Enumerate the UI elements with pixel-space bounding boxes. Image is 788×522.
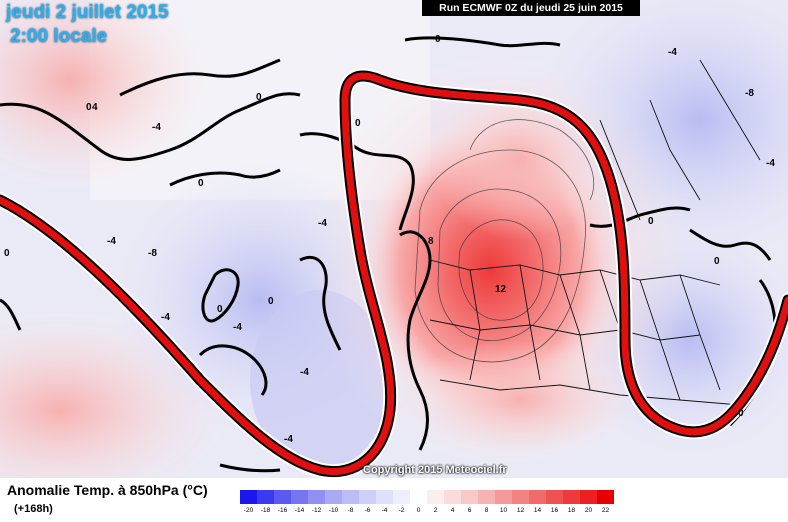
color-scale-tick-label: -18: [260, 507, 271, 514]
color-scale-tick-label: -8: [347, 507, 354, 514]
color-scale-swatch: [410, 490, 427, 504]
color-scale-tick-label: -12: [311, 507, 322, 514]
color-scale-tick-label: 20: [584, 507, 593, 514]
temperature-anomaly-map: 0 0 0 0 0 0 0 -4 -4 -8 -4 -4 -4 -4 -4 8 …: [0, 0, 788, 478]
copyright-notice: Copyright 2015 Meteociel.fr: [363, 464, 507, 476]
color-scale-swatch: [597, 490, 614, 504]
color-scale-swatch: [580, 490, 597, 504]
color-scale-swatch: [257, 490, 274, 504]
color-scale-swatch: [529, 490, 546, 504]
isotherm-contours: [414, 119, 595, 363]
contour-label: 0: [217, 304, 223, 315]
contour-label: -4: [300, 367, 309, 378]
color-scale-swatch: [240, 490, 257, 504]
contour-label: 0: [4, 248, 10, 259]
color-scale-tick-label: -10: [328, 507, 339, 514]
color-scale-swatch: [546, 490, 563, 504]
color-scale-tick-label: 10: [499, 507, 508, 514]
contour-label: -4: [161, 312, 170, 323]
color-scale-tick-label: 18: [567, 507, 576, 514]
contour-label: -4: [766, 158, 775, 169]
contour-label: -4: [668, 47, 677, 58]
contour-labels: 0 0 0 0 0 0 0 -4 -4 -8 -4 -4 -4 -4 -4 8 …: [4, 34, 775, 445]
legend-panel: Anomalie Temp. à 850hPa (°C) (+168h) -20…: [0, 478, 788, 522]
contour-label: -8: [148, 248, 157, 259]
color-scale-swatch: [427, 490, 444, 504]
color-scale-tick-label: 16: [550, 507, 559, 514]
color-scale-tick-label: 4: [450, 507, 455, 514]
contour-label: 0: [714, 256, 720, 267]
color-scale-tick-label: -20: [243, 507, 254, 514]
color-scale-swatch: [478, 490, 495, 504]
contour-label: -4: [284, 434, 293, 445]
contour-label: -4: [107, 236, 116, 247]
color-scale-tick-label: 12: [516, 507, 525, 514]
contour-label: -8: [745, 88, 754, 99]
color-scale-tick-label: -4: [381, 507, 388, 514]
color-scale-tick-label: 22: [601, 507, 610, 514]
trough-ridge-lines: [0, 68, 788, 478]
color-scale-tick-label: -16: [277, 507, 288, 514]
color-scale-swatch: [495, 490, 512, 504]
contour-label: 4: [92, 102, 98, 113]
color-scale-swatch: [563, 490, 580, 504]
forecast-lead-time: (+168h): [14, 503, 53, 515]
contour-label: 0: [268, 296, 274, 307]
color-scale-swatch: [444, 490, 461, 504]
color-scale-tick-label: 8: [484, 507, 489, 514]
color-scale-tick-label: 2: [433, 507, 438, 514]
color-scale-swatch: [342, 490, 359, 504]
contour-label: 8: [428, 236, 434, 247]
contour-label: 0: [256, 92, 262, 103]
color-scale-tick-label: 14: [533, 507, 542, 514]
color-scale-tick-label: -2: [398, 507, 405, 514]
color-scale-swatch: [461, 490, 478, 504]
color-scale-bar: [240, 490, 614, 504]
legend-title: Anomalie Temp. à 850hPa (°C): [7, 482, 208, 498]
color-scale-tick-label: 0: [416, 507, 421, 514]
contour-label: 0: [648, 216, 654, 227]
forecast-date: jeudi 2 juillet 2015: [6, 2, 169, 23]
contour-label: 0: [435, 34, 441, 45]
model-run-info: Run ECMWF 0Z du jeudi 25 juin 2015: [422, 0, 640, 16]
color-scale-tick-label: -14: [294, 507, 305, 514]
contour-label: -4: [318, 218, 327, 229]
color-scale-swatch: [291, 490, 308, 504]
color-scale-swatch: [325, 490, 342, 504]
contour-label: 0: [86, 102, 92, 113]
contour-label: 12: [495, 284, 507, 295]
contour-label: -4: [152, 122, 161, 133]
color-scale-swatch: [376, 490, 393, 504]
color-scale-swatch: [274, 490, 291, 504]
color-scale-swatch: [359, 490, 376, 504]
mediterranean-warm: [400, 340, 640, 460]
color-scale-swatch: [512, 490, 529, 504]
greenland-warm-anomaly: [0, 0, 210, 190]
contour-label: 0: [738, 408, 744, 419]
color-scale-tick-label: 6: [467, 507, 472, 514]
contour-label: 0: [355, 118, 361, 129]
contour-label: -4: [233, 322, 242, 333]
contour-label: 0: [198, 178, 204, 189]
color-scale-swatch: [393, 490, 410, 504]
forecast-local-time: 2:00 locale: [10, 26, 108, 47]
color-scale-swatch: [308, 490, 325, 504]
color-scale-tick-label: -6: [364, 507, 371, 514]
